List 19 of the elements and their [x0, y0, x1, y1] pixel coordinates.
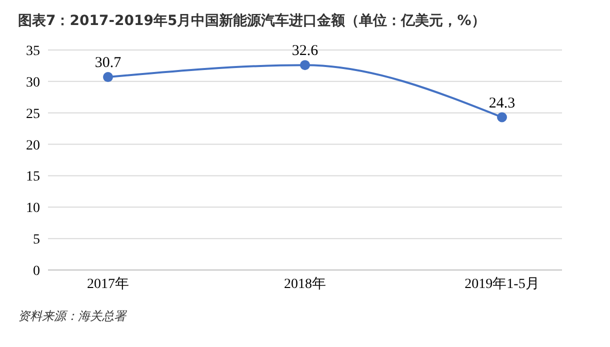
y-tick-label: 15: [26, 170, 40, 185]
data-label: 30.7: [94, 55, 122, 72]
chart-title: 图表7：2017-2019年5月中国新能源汽车进口金额（单位：亿美元，%）: [17, 12, 486, 30]
point: [300, 60, 310, 70]
x-tick-label: 2018年: [284, 276, 326, 292]
x-tick-label: 2017年: [87, 276, 129, 292]
y-tick-label: 35: [26, 44, 40, 59]
y-tick-label: 5: [33, 232, 40, 248]
y-tick-label: 30: [26, 75, 40, 90]
y-tick-label: 10: [26, 201, 40, 216]
y-tick-label: 20: [26, 138, 40, 154]
data-label: 24.3: [488, 95, 516, 112]
point: [497, 112, 507, 122]
text: 资料来源：海关总署: [17, 308, 128, 325]
point: [103, 72, 113, 82]
y-tick-label: 0: [33, 264, 40, 279]
y-tick-label: 25: [26, 106, 40, 122]
x-tick-label: 2019年1-5月: [464, 276, 540, 292]
data-label: 32.6: [292, 43, 319, 60]
